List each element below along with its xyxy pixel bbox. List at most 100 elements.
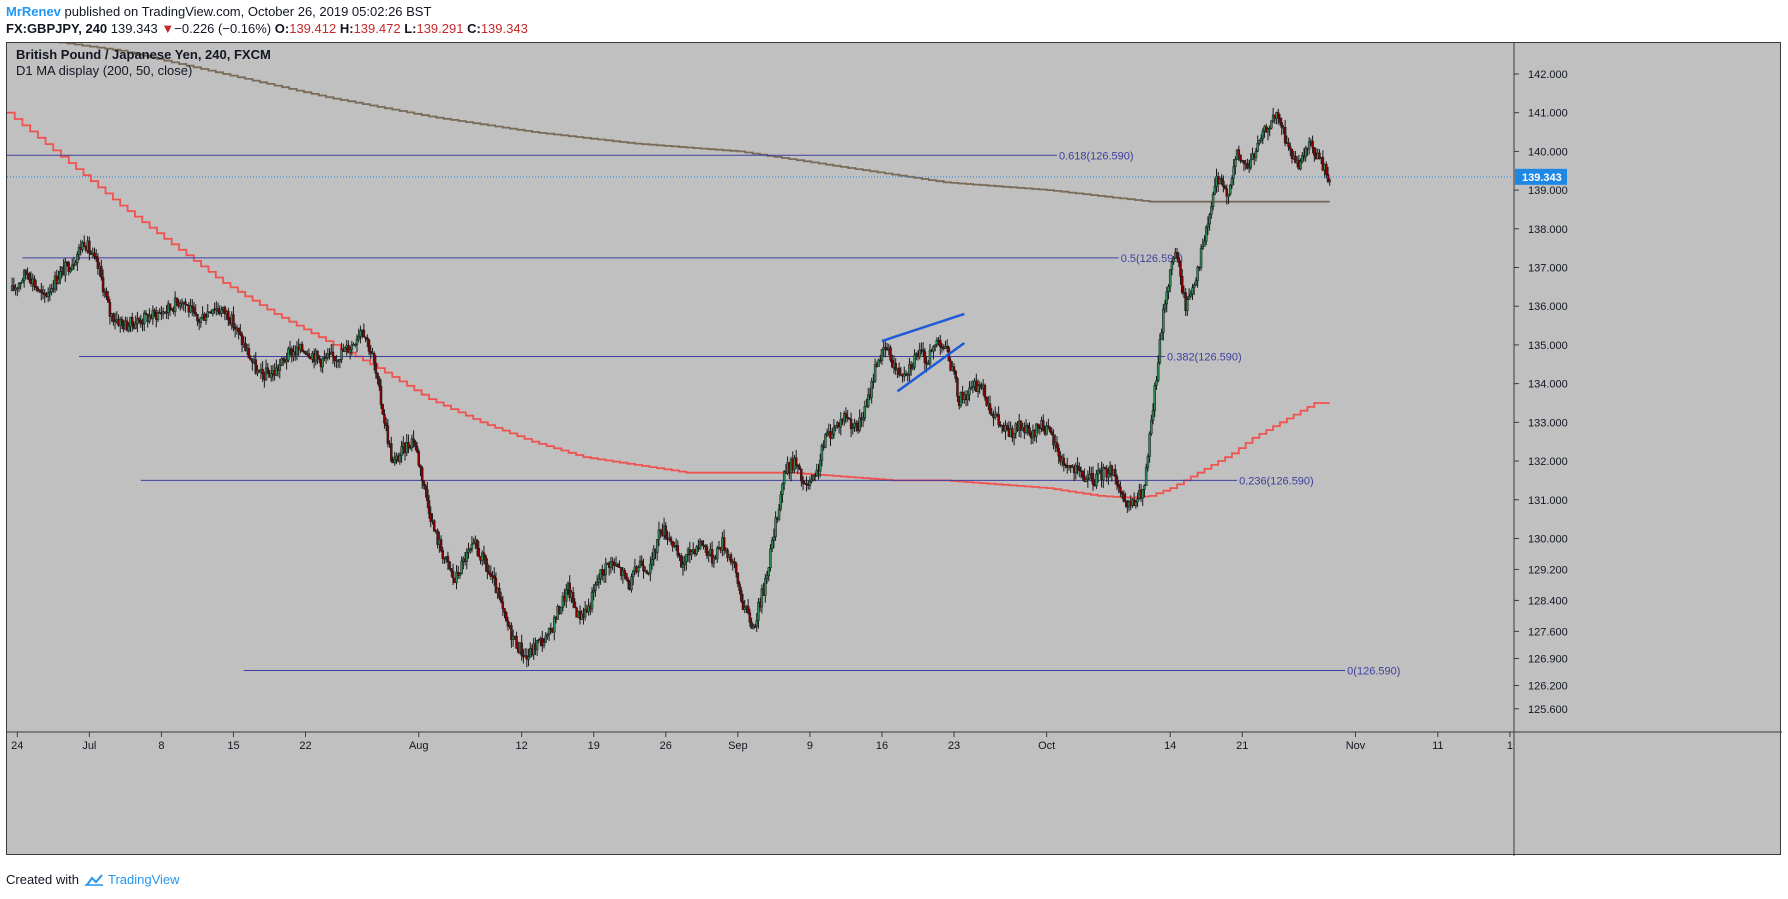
candle-up (480, 552, 484, 561)
trendline (881, 312, 965, 343)
candle-down (439, 539, 443, 551)
time-tick-label: 22 (299, 740, 311, 752)
candle-down (82, 242, 86, 248)
trendline (896, 341, 966, 393)
candle-up (602, 574, 606, 576)
candle-down (28, 273, 31, 281)
candle-down (846, 416, 849, 419)
price-tick-label: 130.000 (1528, 533, 1568, 545)
candle-down (611, 561, 614, 564)
candle-up (559, 607, 563, 614)
candle-down (266, 367, 270, 374)
candle-down (426, 489, 429, 501)
candle-up (511, 635, 515, 640)
candle-down (93, 252, 96, 257)
footer: Created with TradingView (6, 872, 180, 887)
candle-down (12, 285, 16, 291)
candle-up (410, 438, 414, 449)
price-chart[interactable]: 0.618(126.590) 0.5(126.590) 0.382(126.590)… (7, 43, 1782, 856)
candle-down (484, 555, 487, 565)
candle-down (601, 569, 604, 575)
candle-down (196, 313, 199, 322)
candle-up (156, 312, 160, 320)
author-name[interactable]: MrRenev (6, 4, 61, 19)
candle-down (1079, 470, 1083, 472)
candle-down (185, 304, 189, 306)
price-tick-label: 135.000 (1528, 340, 1568, 352)
candle-up (148, 315, 151, 323)
candle-down (1117, 484, 1120, 488)
candle-up (1249, 159, 1253, 168)
candle-up (657, 529, 661, 540)
candle-down (506, 620, 510, 627)
candle-up (1151, 410, 1155, 421)
candle-up (350, 344, 354, 350)
candle-up (1086, 478, 1090, 481)
ma200-layer (58, 43, 1330, 203)
candle-down (704, 545, 707, 547)
candle-down (1321, 157, 1325, 171)
candle-up (966, 394, 969, 400)
candle-up (70, 264, 74, 271)
time-tick-label: 19 (588, 740, 600, 752)
candle-up (769, 548, 772, 568)
candle-down (367, 339, 371, 352)
candle-down (486, 563, 489, 573)
candle-up (810, 479, 813, 482)
candle-down (909, 364, 913, 369)
candle-up (774, 517, 777, 538)
candle-up (818, 460, 822, 472)
candle-up (757, 601, 760, 621)
candle-up (683, 561, 686, 565)
candle-up (405, 442, 408, 453)
candle-up (458, 573, 462, 576)
candle-down (112, 313, 115, 322)
fib-level-label: 0.382(126.590) (1167, 352, 1242, 364)
candle-down (216, 308, 220, 312)
candle-up (1189, 293, 1193, 297)
candle-down (1180, 276, 1184, 293)
candle-up (189, 305, 192, 313)
candle-up (1150, 419, 1153, 434)
ma50-layer (7, 111, 1330, 499)
candle-up (590, 591, 594, 610)
candle-down (482, 552, 486, 557)
time-tick-label: 12 (516, 740, 528, 752)
candle-down (1069, 465, 1072, 468)
candle-up (1045, 425, 1048, 435)
candle-up (1304, 147, 1307, 158)
candle-down (347, 344, 350, 353)
candle-up (781, 483, 784, 495)
candle-up (825, 432, 829, 435)
candle-down (1287, 142, 1290, 148)
candle-up (58, 271, 62, 280)
time-tick-label: Nov (1346, 740, 1366, 752)
candle-down (801, 480, 805, 484)
candle-down (985, 397, 988, 406)
tradingview-brand-link[interactable]: TradingView (107, 872, 180, 887)
candle-down (1313, 147, 1316, 156)
candle-up (976, 385, 980, 392)
candle-down (848, 417, 851, 420)
candle-down (407, 442, 410, 448)
candle-up (1268, 127, 1271, 130)
candle-down (710, 549, 714, 564)
candle-up (647, 572, 650, 575)
candle-up (565, 589, 568, 602)
candle-up (1206, 223, 1210, 228)
candle-down (366, 337, 369, 341)
chart-frame[interactable]: 0.618(126.590) 0.5(126.590) 0.382(126.590)… (6, 42, 1782, 856)
price-tick-label: 137.000 (1528, 263, 1568, 275)
time-tick-label: 23 (948, 740, 960, 752)
candle-up (1192, 284, 1196, 288)
candle-down (894, 362, 897, 371)
candle-up (180, 302, 184, 305)
publish-info: MrRenev published on TradingView.com, Oc… (6, 4, 431, 19)
candle-down (849, 418, 853, 430)
candle-down (740, 590, 743, 602)
high-value: 139.472 (353, 21, 401, 36)
candle-down (990, 413, 994, 416)
candle-up (592, 590, 595, 593)
candle-up (861, 417, 865, 421)
candle-down (956, 378, 959, 397)
